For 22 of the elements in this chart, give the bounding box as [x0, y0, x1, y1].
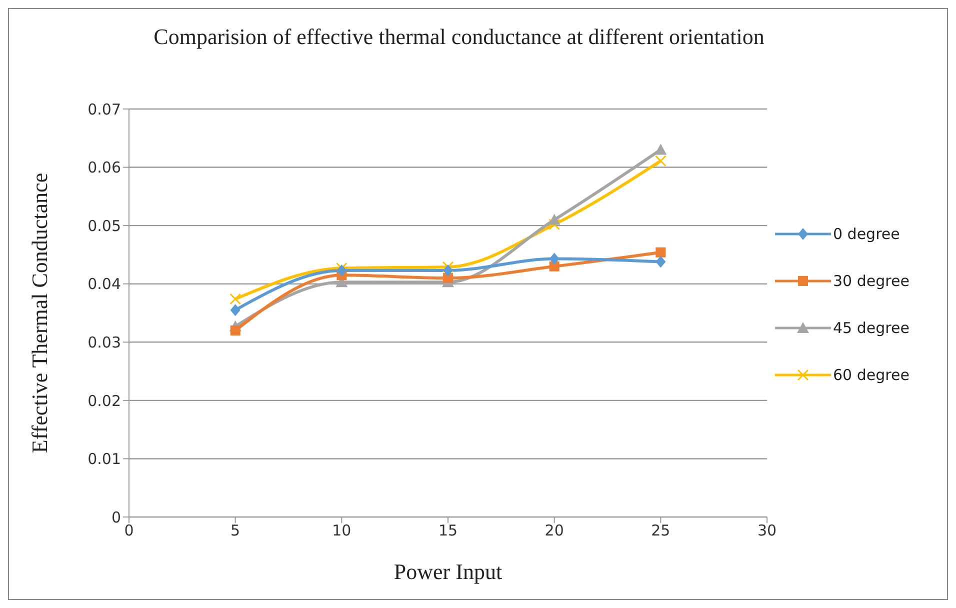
x-tick-label: 30 [757, 522, 777, 540]
y-tick-label: 0.01 [88, 450, 121, 468]
x-tick-label: 5 [230, 522, 240, 540]
legend-label: 60 degree [833, 366, 910, 384]
y-tick-label: 0.03 [88, 333, 121, 352]
x-tick-label: 25 [651, 522, 670, 540]
y-tick-label: 0.02 [88, 392, 121, 410]
y-tick-label: 0.06 [88, 158, 121, 177]
x-tick-label: 0 [124, 522, 134, 540]
x-axis-title: Power Input [394, 559, 502, 584]
legend-label: 0 degree [833, 224, 900, 242]
legend-label: 30 degree [833, 272, 910, 290]
y-tick-label: 0 [111, 508, 121, 526]
legend-label: 45 degree [833, 318, 910, 336]
y-axis-title: Effective Thermal Conductance [26, 172, 52, 454]
y-tick-label: 0.05 [88, 216, 121, 235]
y-tick-label: 0.07 [88, 100, 121, 118]
x-tick-label: 10 [332, 522, 352, 540]
chart-title: Comparision of effective thermal conductance at different orientation [152, 23, 766, 51]
x-tick-label: 20 [544, 522, 564, 540]
y-tick-label: 0.04 [88, 275, 121, 294]
x-tick-label: 15 [438, 522, 458, 540]
